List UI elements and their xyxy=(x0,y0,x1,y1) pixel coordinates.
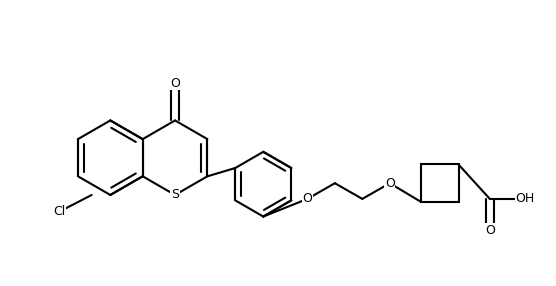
Text: O: O xyxy=(385,177,395,190)
Text: O: O xyxy=(302,192,312,205)
Text: S: S xyxy=(171,188,179,201)
Text: O: O xyxy=(485,224,495,237)
Text: O: O xyxy=(170,77,180,90)
Text: Cl: Cl xyxy=(53,205,66,218)
Text: OH: OH xyxy=(515,192,534,205)
